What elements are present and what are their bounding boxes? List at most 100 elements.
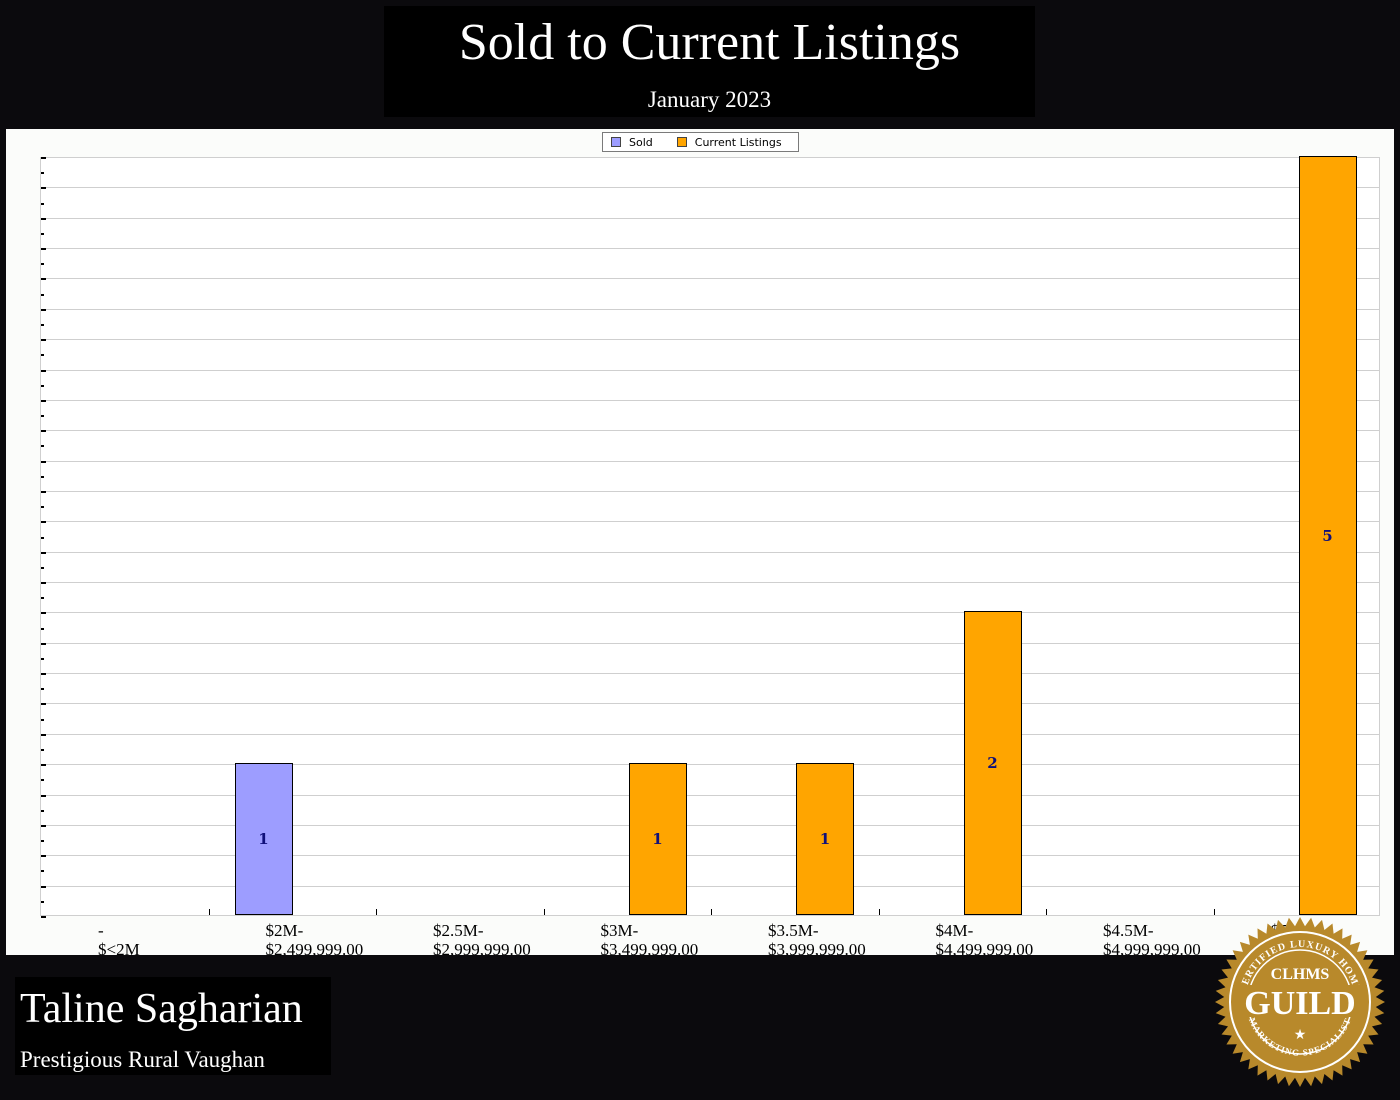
gridline (41, 703, 1379, 705)
gridline (41, 612, 1379, 614)
x-tick (1213, 909, 1215, 915)
y-tick (41, 809, 44, 812)
x-tick (543, 909, 545, 915)
y-tick (41, 217, 46, 220)
legend-swatch-sold (611, 137, 621, 147)
bar-value-label: 1 (652, 830, 663, 849)
y-tick (41, 202, 44, 205)
y-tick (41, 582, 46, 585)
y-tick (41, 172, 44, 175)
x-axis-label: $2M- $2,499,999.00 (265, 921, 364, 955)
x-tick (208, 909, 210, 915)
title-box: Sold to Current Listings January 2023 (384, 6, 1035, 117)
bar-current-listings: 5 (1298, 156, 1357, 915)
gridline (41, 460, 1379, 462)
bar-value-label: 1 (819, 830, 831, 849)
gridline (41, 794, 1379, 796)
y-tick (41, 293, 44, 296)
y-tick (41, 460, 46, 463)
bar-current-listings: 1 (628, 763, 687, 915)
gridline (41, 673, 1379, 675)
y-tick (41, 369, 46, 372)
bar-current-listings: 2 (963, 611, 1022, 915)
bar-value-label: 5 (1322, 526, 1333, 545)
gridline (41, 824, 1379, 826)
y-tick (41, 475, 44, 478)
svg-text:GUILD: GUILD (1244, 985, 1355, 1022)
y-tick (41, 627, 44, 630)
bar-value-label: 1 (258, 830, 269, 849)
x-tick (1046, 909, 1047, 915)
x-axis-label: $3M- $3,499,999.00 (600, 921, 699, 955)
y-tick (41, 900, 44, 903)
y-tick (41, 506, 44, 509)
y-tick (41, 642, 46, 645)
y-tick (41, 885, 46, 888)
gridline (41, 217, 1379, 219)
x-axis-label: $4M- $4,499,999.00 (935, 921, 1034, 955)
y-tick (41, 779, 44, 782)
bar-current-listings: 1 (796, 763, 854, 915)
x-tick (711, 909, 712, 915)
legend: Sold Current Listings (602, 132, 799, 152)
y-tick (41, 551, 46, 554)
gridline (41, 278, 1379, 280)
y-tick (41, 399, 46, 402)
y-tick (41, 308, 46, 311)
gridline (41, 308, 1379, 310)
gridline (41, 369, 1379, 371)
y-tick (41, 384, 44, 387)
x-axis-label: - $<2M (98, 921, 140, 955)
chart-subtitle: January 2023 (647, 87, 772, 112)
svg-text:★: ★ (1294, 1027, 1307, 1043)
gridline (41, 339, 1379, 341)
svg-text:CLHMS: CLHMS (1271, 966, 1330, 983)
agent-name: Taline Sagharian (20, 986, 303, 1032)
gridline (41, 551, 1379, 553)
bar-sold: 1 (234, 763, 293, 915)
y-tick (41, 703, 46, 706)
legend-label-sold: Sold (629, 135, 653, 149)
clhms-guild-badge-icon: CERTIFIED LUXURY HOME CLHMS GUILD ★ MARK… (1215, 917, 1385, 1087)
chart-panel: Sold Current Listings 1 1 1 2 5 - $<2M $2M- $… (6, 129, 1394, 955)
y-tick (41, 749, 44, 752)
x-axis-label: $4.5M- $4,999,999.00 (1103, 921, 1201, 955)
y-tick (41, 840, 44, 843)
gridline (41, 430, 1379, 432)
agent-box: Taline Sagharian Prestigious Rural Vaugh… (15, 977, 331, 1075)
y-tick (41, 430, 46, 433)
y-tick (41, 536, 44, 539)
y-tick (41, 248, 46, 251)
y-tick (41, 612, 46, 615)
y-tick (41, 187, 46, 190)
gridline (41, 582, 1379, 584)
y-tick (41, 764, 46, 767)
y-tick (41, 794, 46, 797)
x-axis-label: $2.5M- $2,999,999.00 (433, 921, 531, 955)
y-tick (41, 323, 44, 326)
gridline (41, 521, 1379, 523)
y-tick (41, 263, 44, 266)
y-tick (41, 688, 44, 691)
chart-title: Sold to Current Listings (458, 14, 961, 71)
x-tick (376, 909, 377, 915)
y-tick (41, 521, 46, 524)
plot-area: 1 1 1 2 5 (40, 156, 1380, 918)
gridline (41, 855, 1379, 857)
legend-label-current: Current Listings (694, 135, 782, 149)
y-tick (41, 566, 44, 569)
x-axis-label: $3.5M- $3,999,999.00 (768, 921, 866, 955)
y-tick (41, 415, 44, 418)
y-tick (41, 718, 44, 721)
y-tick (41, 733, 46, 736)
gridline (41, 764, 1379, 766)
gridline (41, 490, 1379, 492)
gridline (41, 885, 1379, 887)
gridline (41, 642, 1379, 644)
gridline (41, 248, 1379, 250)
agent-area: Prestigious Rural Vaughan (20, 1047, 265, 1072)
gridline (41, 187, 1379, 189)
gridline (41, 399, 1379, 401)
y-tick (41, 157, 46, 160)
y-tick (41, 339, 46, 342)
